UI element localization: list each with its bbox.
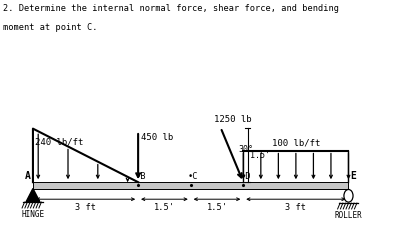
Text: 1.5': 1.5' xyxy=(154,202,175,211)
Text: 3 ft: 3 ft xyxy=(75,202,96,211)
Text: 450 lb: 450 lb xyxy=(141,132,173,141)
Text: 2. Determine the internal normal force, shear force, and bending: 2. Determine the internal normal force, … xyxy=(3,4,339,13)
Text: HINGE: HINGE xyxy=(21,210,45,218)
Text: 240 lb/ft: 240 lb/ft xyxy=(35,137,83,146)
Text: 1.5': 1.5' xyxy=(207,202,228,211)
Polygon shape xyxy=(26,189,40,202)
Text: A: A xyxy=(26,170,31,180)
Text: 3 ft: 3 ft xyxy=(286,202,307,211)
Text: •B: •B xyxy=(135,172,146,180)
Text: E: E xyxy=(350,170,356,180)
Text: •C: •C xyxy=(188,172,198,180)
Text: 1250 lb: 1250 lb xyxy=(214,115,252,124)
Bar xyxy=(33,182,348,189)
Text: 100 lb/ft: 100 lb/ft xyxy=(272,138,320,147)
Text: 30°: 30° xyxy=(238,144,253,153)
Text: •D: •D xyxy=(241,172,251,180)
Text: 1.5': 1.5' xyxy=(250,151,270,160)
Text: ROLLER: ROLLER xyxy=(335,210,362,220)
Text: moment at point C.: moment at point C. xyxy=(3,23,98,32)
